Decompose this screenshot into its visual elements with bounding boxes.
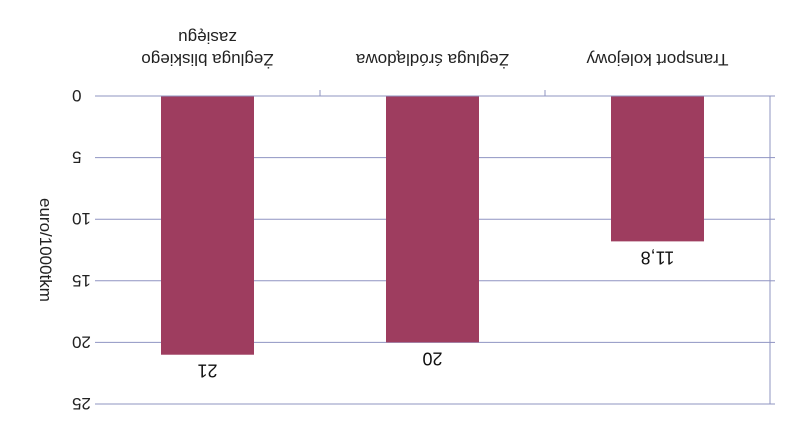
category-label: Żegluga śródlądowa bbox=[355, 50, 509, 69]
y-tick-label: 0 bbox=[72, 86, 81, 105]
category-label: Żegluga bliskiego bbox=[141, 50, 273, 69]
y-tick-label: 25 bbox=[72, 394, 91, 413]
chart-root: 0 5 10 15 20 25 11,8 Transport kolejowy 20 Żeglug… bbox=[36, 28, 775, 413]
y-tick-label: 20 bbox=[72, 332, 91, 351]
y-tick-label: 15 bbox=[72, 271, 91, 290]
data-label: 20 bbox=[422, 348, 442, 368]
category-label: zasięgu bbox=[178, 28, 237, 47]
y-tick-label: 10 bbox=[72, 209, 91, 228]
y-axis-label: euro/1000tkm bbox=[36, 198, 55, 302]
bar bbox=[161, 96, 254, 355]
data-label: 21 bbox=[197, 361, 217, 381]
bar bbox=[386, 96, 479, 343]
data-label: 11,8 bbox=[641, 247, 675, 267]
category-label: Transport kolejowy bbox=[586, 50, 729, 69]
y-tick-label: 5 bbox=[72, 148, 81, 167]
bar bbox=[611, 96, 704, 242]
chart-rotated-group: 0 5 10 15 20 25 11,8 Transport kolejowy 20 Żeglug… bbox=[36, 28, 775, 413]
